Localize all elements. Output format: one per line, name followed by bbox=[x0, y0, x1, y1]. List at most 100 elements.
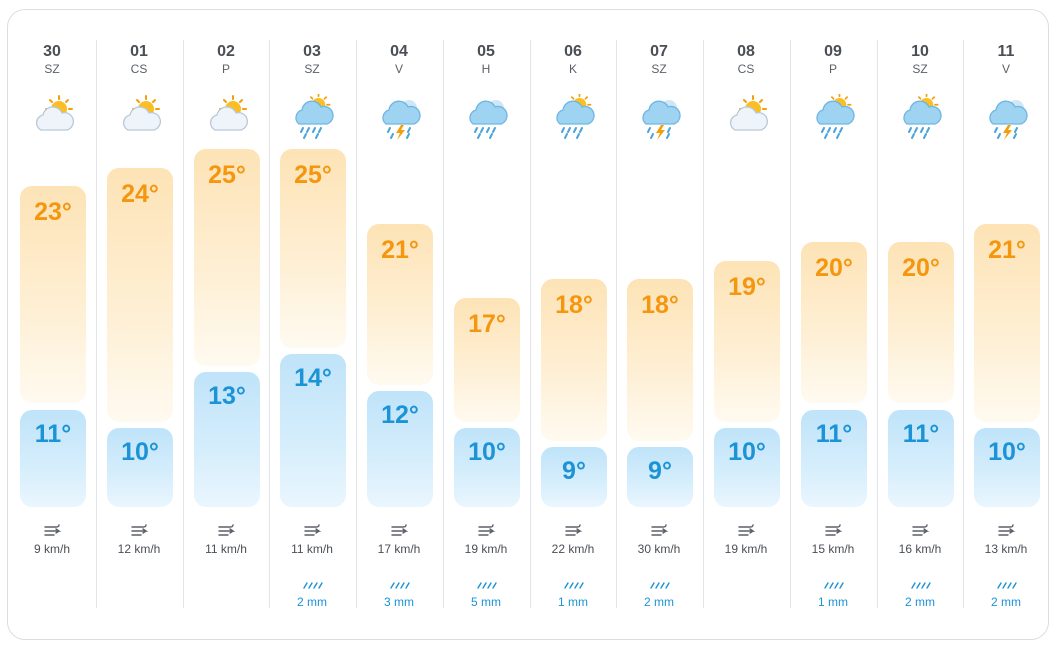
low-temp: 10° bbox=[121, 438, 159, 467]
precipitation: 1 mm bbox=[818, 595, 848, 609]
low-temp-bar bbox=[801, 409, 867, 507]
low-temp: 13° bbox=[208, 382, 246, 411]
wind-speed: 30 km/h bbox=[637, 542, 681, 556]
wind-speed: 11 km/h bbox=[205, 542, 247, 556]
day-of-week: P bbox=[828, 62, 837, 76]
day-column[interactable]: 10 SZ 20° 11° 16 km/h 2 mm bbox=[877, 40, 963, 609]
day-of-week: SZ bbox=[304, 62, 320, 76]
sun-rain-icon bbox=[810, 92, 858, 142]
column-divider bbox=[790, 40, 791, 608]
high-temp-bar bbox=[367, 223, 433, 385]
day-of-week: V bbox=[394, 62, 403, 76]
wind-speed: 16 km/h bbox=[898, 542, 942, 556]
day-date: 06 bbox=[564, 43, 582, 60]
high-temp: 21° bbox=[988, 235, 1026, 264]
day-date: 10 bbox=[911, 43, 929, 60]
precipitation: 2 mm bbox=[991, 595, 1021, 609]
high-temp: 17° bbox=[468, 309, 506, 338]
rain-drops-icon bbox=[269, 577, 355, 589]
day-column[interactable]: 07 SZ 18° 9° 30 km/h 2 mm bbox=[616, 40, 702, 609]
day-column[interactable]: 04 V 21° 12° 17 km/h 3 mm bbox=[356, 40, 442, 609]
wind-speed: 17 km/h bbox=[377, 542, 421, 556]
day-of-week: CS bbox=[130, 62, 148, 76]
day-column[interactable]: 08 CS 19° 10° 19 km/h bbox=[703, 40, 789, 608]
day-of-week: V bbox=[1001, 62, 1010, 76]
rain-drops-icon bbox=[790, 577, 876, 589]
day-of-week: SZ bbox=[912, 62, 928, 76]
day-of-week: P bbox=[221, 62, 230, 76]
high-temp: 25° bbox=[208, 161, 246, 190]
low-temp: 12° bbox=[381, 400, 419, 429]
precipitation: 3 mm bbox=[384, 595, 414, 609]
day-column[interactable]: 03 SZ 25° 14° 11 km/h 2 mm bbox=[269, 40, 355, 609]
day-of-week: K bbox=[568, 62, 577, 76]
wind-speed: 19 km/h bbox=[464, 542, 508, 556]
wind-icon bbox=[356, 523, 442, 537]
day-of-week: H bbox=[481, 62, 491, 76]
low-temp-bar bbox=[888, 409, 954, 507]
wind-icon bbox=[616, 523, 702, 537]
day-date: 07 bbox=[650, 43, 668, 60]
day-date: 11 bbox=[997, 43, 1015, 60]
high-temp-bar bbox=[20, 186, 86, 404]
day-date: 30 bbox=[43, 43, 61, 60]
wind-icon bbox=[790, 523, 876, 537]
partly-cloudy-icon bbox=[29, 94, 77, 142]
high-temp: 21° bbox=[381, 235, 419, 264]
wind-speed: 13 km/h bbox=[984, 542, 1028, 556]
day-column[interactable]: 01 CS 24° 10° 12 km/h bbox=[96, 40, 182, 608]
high-temp-bar bbox=[801, 242, 867, 404]
day-date: 09 bbox=[824, 43, 842, 60]
high-temp-bar bbox=[888, 242, 954, 404]
wind-icon bbox=[443, 523, 529, 537]
low-temp: 10° bbox=[988, 438, 1026, 467]
day-column[interactable]: 11 V 21° 10° 13 km/h 2 mm bbox=[963, 40, 1049, 609]
day-column[interactable]: 05 H 17° 10° 19 km/h 5 mm bbox=[443, 40, 529, 609]
day-column[interactable]: 06 K 18° 9° 22 km/h 1 mm bbox=[530, 40, 616, 609]
thunderstorm-icon bbox=[983, 94, 1031, 142]
column-divider bbox=[530, 40, 531, 608]
wind-speed: 15 km/h bbox=[811, 542, 855, 556]
day-column[interactable]: 09 P 20° 11° 15 km/h 1 mm bbox=[790, 40, 876, 609]
low-temp-bar bbox=[714, 428, 780, 507]
low-temp-bar bbox=[107, 428, 173, 507]
high-temp-bar bbox=[627, 279, 693, 441]
precipitation: 5 mm bbox=[471, 595, 501, 609]
low-temp: 9° bbox=[648, 456, 672, 485]
low-temp-bar bbox=[974, 428, 1040, 507]
wind-speed: 9 km/h bbox=[33, 542, 70, 556]
precipitation: 1 mm bbox=[558, 595, 588, 609]
forecast-card bbox=[7, 9, 1049, 640]
wind-icon bbox=[530, 523, 616, 537]
rain-cloud-icon bbox=[463, 94, 511, 142]
day-date: 03 bbox=[303, 43, 321, 60]
wind-icon bbox=[877, 523, 963, 537]
high-temp: 20° bbox=[815, 254, 853, 283]
high-temp-bar bbox=[194, 149, 260, 367]
rain-drops-icon bbox=[530, 577, 616, 589]
low-temp-bar bbox=[627, 446, 693, 507]
low-temp: 14° bbox=[294, 363, 332, 392]
high-temp-bar bbox=[280, 149, 346, 348]
low-temp-bar bbox=[20, 409, 86, 507]
wind-icon bbox=[703, 523, 789, 537]
precipitation: 2 mm bbox=[297, 595, 327, 609]
low-temp: 10° bbox=[468, 438, 506, 467]
high-temp-bar bbox=[974, 223, 1040, 423]
day-date: 05 bbox=[477, 43, 495, 60]
day-column[interactable]: 02 P 25° 13° 11 km/h bbox=[183, 40, 269, 608]
high-temp: 19° bbox=[728, 272, 766, 301]
low-temp-bar bbox=[194, 372, 260, 507]
low-temp: 9° bbox=[562, 456, 586, 485]
wind-icon bbox=[269, 523, 355, 537]
day-column[interactable]: 30 SZ 23° 11° 9 km/h bbox=[9, 40, 95, 608]
rain-drops-icon bbox=[356, 577, 442, 589]
thunderstorm-icon bbox=[636, 94, 684, 142]
thunderstorm-icon bbox=[376, 94, 424, 142]
low-temp: 11° bbox=[34, 419, 72, 448]
rain-drops-icon bbox=[443, 577, 529, 589]
wind-icon bbox=[963, 523, 1049, 537]
precipitation: 2 mm bbox=[905, 595, 935, 609]
high-temp-bar bbox=[454, 297, 520, 423]
sun-rain-icon bbox=[897, 92, 945, 142]
